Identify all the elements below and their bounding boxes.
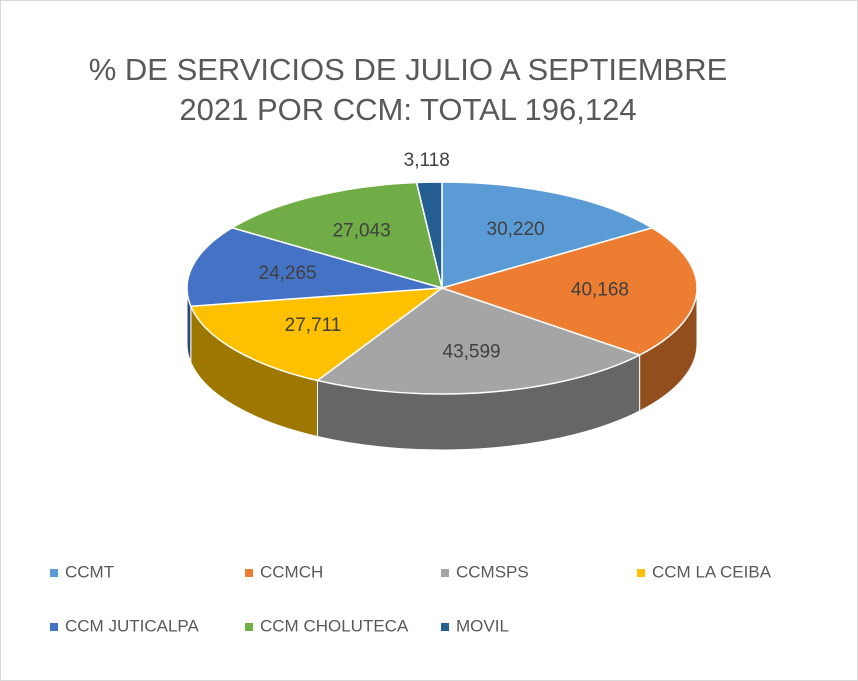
data-label: 24,265 [259, 263, 317, 284]
legend-swatch [245, 623, 253, 631]
legend-swatch [441, 569, 449, 577]
data-label: 40,168 [571, 280, 629, 301]
legend-label: CCMCH [260, 562, 323, 581]
slice [439, 227, 698, 356]
legend-swatch [245, 569, 253, 577]
legend-label: CCM JUTICALPA [65, 616, 199, 635]
legend-swatch [50, 569, 58, 577]
slice [441, 181, 654, 289]
data-label: 27,043 [333, 220, 391, 241]
slice [230, 181, 444, 290]
legend-swatch [441, 623, 449, 631]
data-label: 3,118 [404, 150, 450, 171]
slice [415, 181, 443, 289]
slice [315, 287, 642, 395]
legend-label: CCMSPS [456, 562, 529, 581]
data-label: 27,711 [285, 315, 342, 336]
legend-swatch [50, 623, 58, 631]
legend-label: MOVIL [456, 616, 509, 635]
data-label: 43,599 [443, 342, 501, 363]
legend-label: CCMT [65, 562, 114, 581]
data-label: 30,220 [487, 219, 545, 240]
chart-title: 2021 POR CCM: TOTAL 196,124 [179, 92, 636, 127]
slice [189, 287, 445, 382]
legend-label: CCM CHOLUTECA [260, 616, 409, 635]
chart-title: % DE SERVICIOS DE JULIO A SEPTIEMBRE [89, 52, 728, 87]
legend-label: CCM LA CEIBA [652, 562, 772, 581]
legend-swatch [637, 569, 645, 577]
slice [186, 226, 443, 308]
